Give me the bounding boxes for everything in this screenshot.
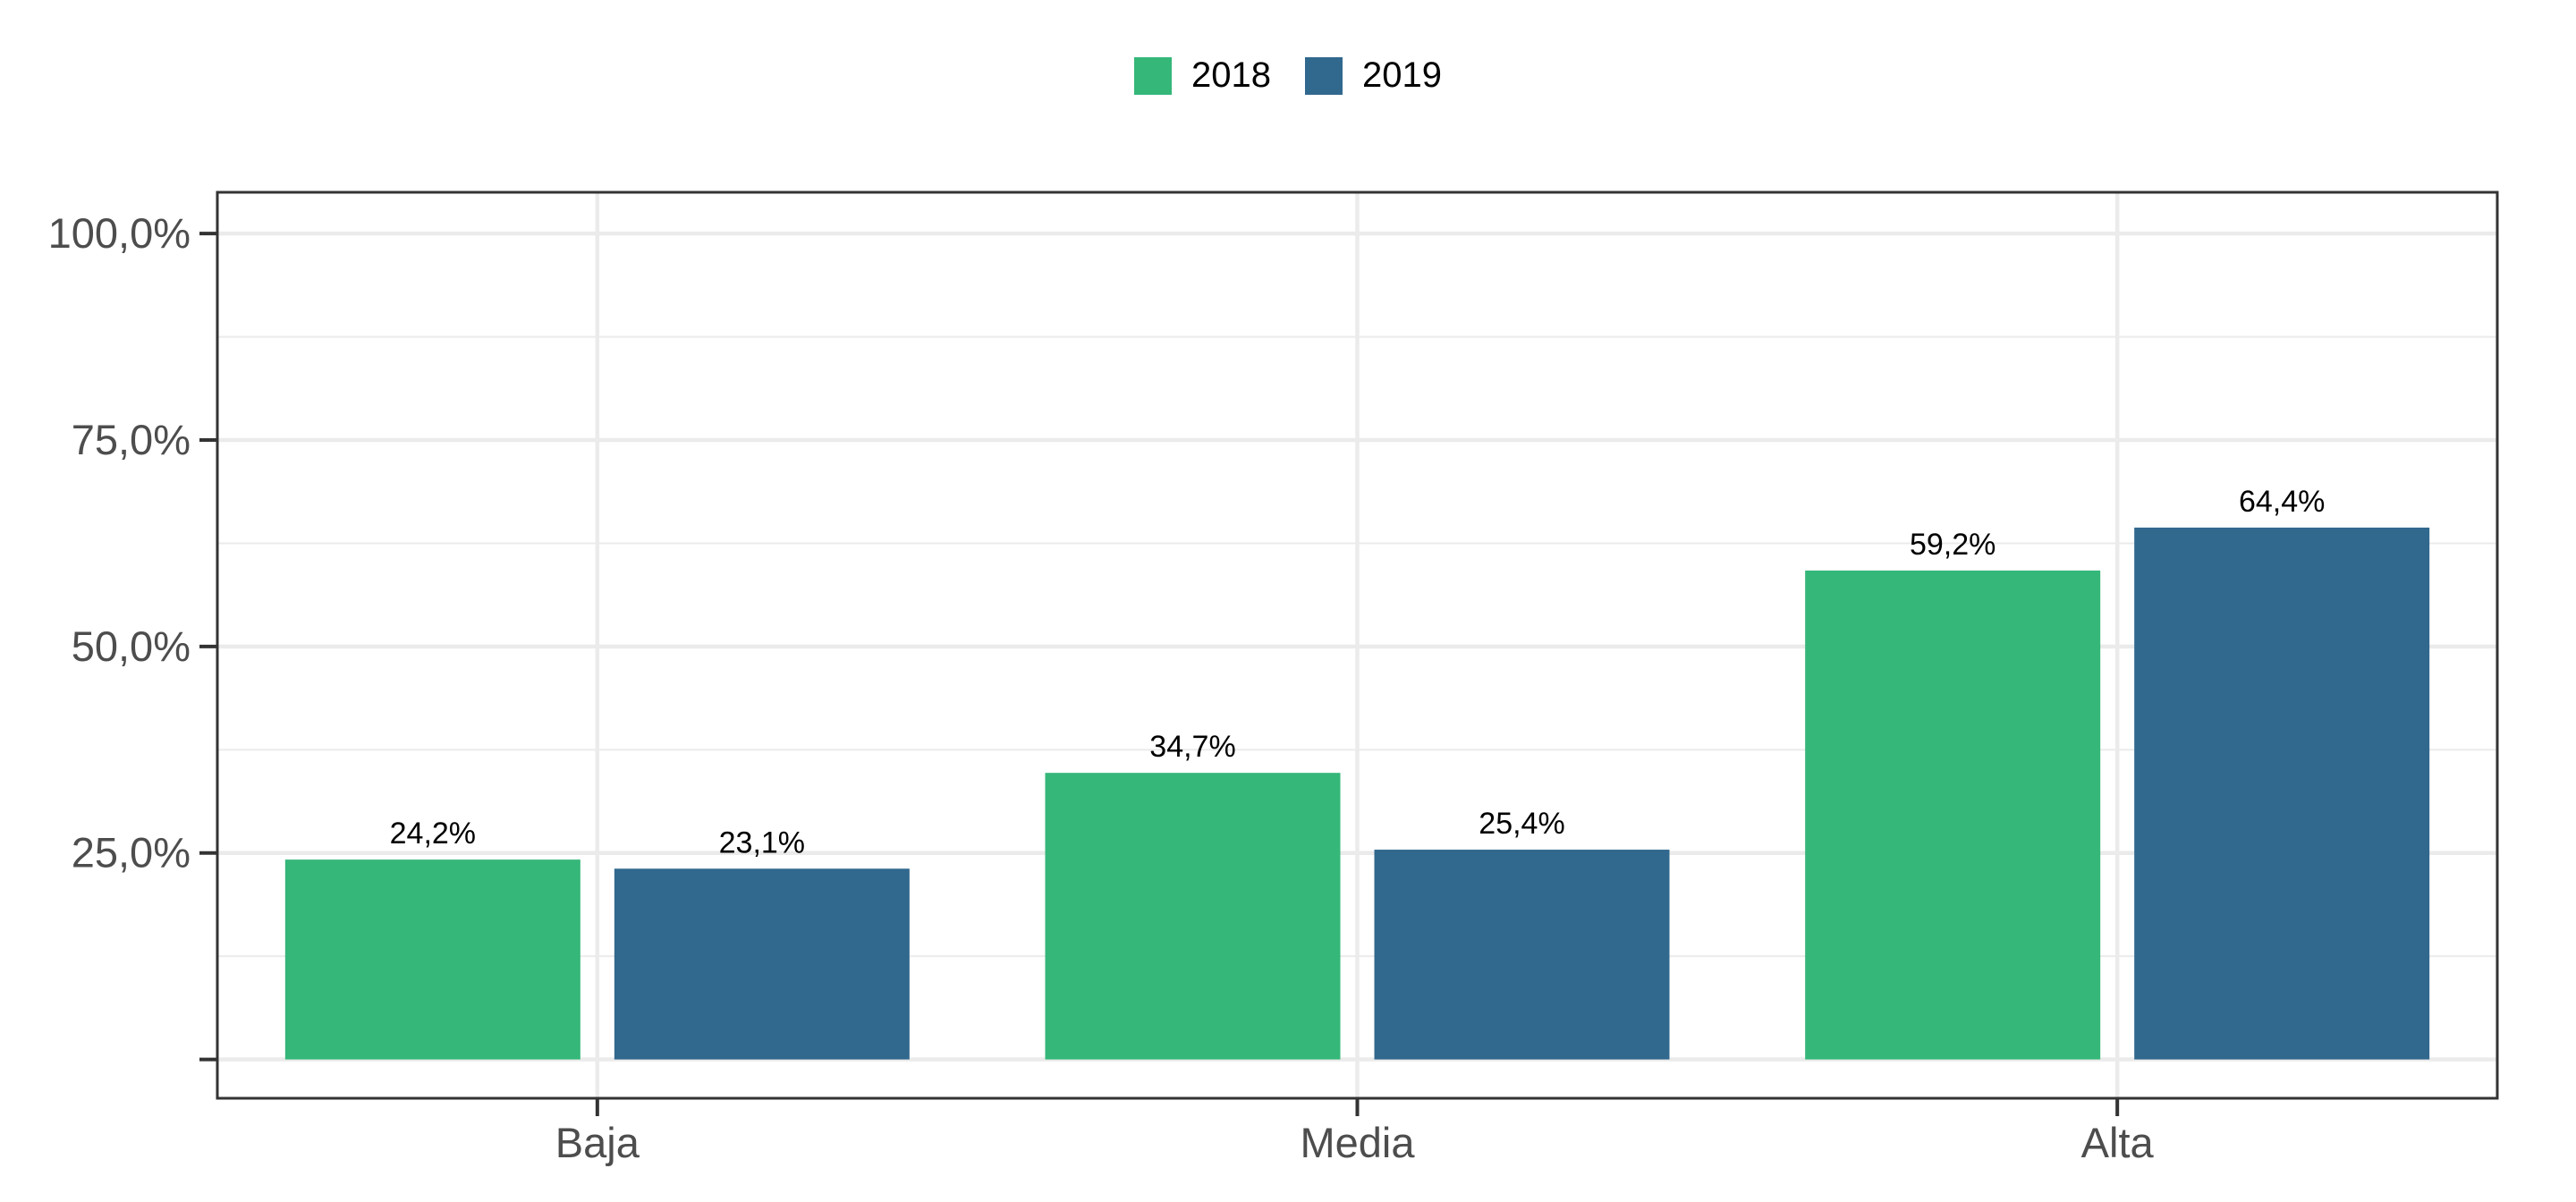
x-tick-label-baja: Baja: [555, 1119, 640, 1166]
data-label-2018-baja: 24,2%: [390, 817, 476, 851]
bar-2018-media: [1045, 773, 1341, 1060]
x-tick-label-media: Media: [1300, 1119, 1415, 1166]
y-tick-label: 75,0%: [72, 416, 191, 463]
y-tick-label: 50,0%: [72, 622, 191, 670]
data-label-2018-alta: 59,2%: [1910, 528, 1996, 562]
legend-key-2019: [1305, 56, 1343, 95]
bar-2019-baja: [614, 868, 910, 1060]
data-label-2019-alta: 64,4%: [2239, 485, 2325, 519]
bar-2019-alta: [2134, 527, 2430, 1060]
data-label-2019-baja: 23,1%: [719, 825, 805, 859]
y-tick-label: 25,0%: [72, 829, 191, 876]
data-label-2019-media: 25,4%: [1479, 807, 1564, 841]
legend-key-2018: [1134, 56, 1173, 95]
legend-item-2019: 2019: [1305, 55, 1442, 96]
bar-2019-media: [1374, 850, 1670, 1060]
bar-2018-alta: [1805, 570, 2101, 1060]
legend-item-2018: 2018: [1134, 55, 1271, 96]
data-label-2018-media: 34,7%: [1149, 730, 1235, 764]
legend-label-2019: 2019: [1362, 55, 1442, 95]
legend-label-2018: 2018: [1191, 55, 1271, 95]
legend: 2018 2019: [0, 55, 2576, 96]
y-tick-label: 100,0%: [48, 209, 191, 257]
x-tick-label-alta: Alta: [2081, 1119, 2155, 1166]
bar-2018-baja: [284, 859, 580, 1060]
